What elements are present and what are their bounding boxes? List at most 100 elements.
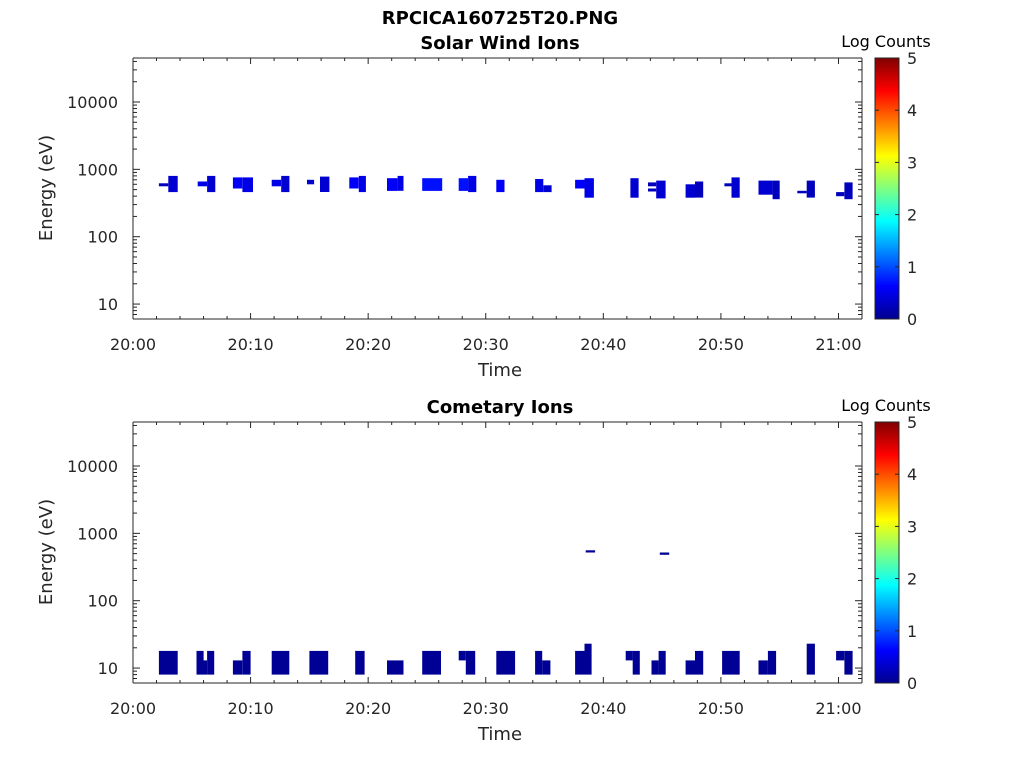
heatmap-cell (543, 185, 552, 193)
colorbar-tick-label: 5 (907, 49, 917, 68)
colorbar: 0 1 2 3 4 5 (874, 413, 917, 693)
heatmap-cell (281, 175, 290, 193)
heatmap-cell (722, 650, 740, 675)
heatmap-cell (695, 181, 704, 198)
y-axis-label: Energy (eV) (36, 499, 57, 605)
y-tick-label: 100 (87, 592, 118, 611)
heatmap-cell (496, 179, 505, 193)
heatmap-cell (197, 181, 208, 187)
heatmap-cell (648, 182, 657, 187)
heatmap-cell (584, 178, 594, 198)
heatmap-cell (496, 650, 516, 675)
heatmap-cell (648, 188, 657, 192)
heatmap-cell (767, 650, 777, 675)
heatmap-cell (355, 650, 365, 675)
colorbar-tick-label: 5 (907, 413, 917, 432)
heatmap-cell (758, 660, 768, 675)
heatmap-cell (242, 650, 251, 675)
heatmap-cell (422, 178, 443, 191)
x-axis-label: Time (477, 360, 522, 381)
x-tick-label: 20:40 (580, 335, 626, 354)
panel-title: Cometary Ions (427, 397, 574, 418)
heatmap-cell (158, 183, 169, 187)
heatmap-cell (836, 650, 845, 661)
y-tick-label: 10 (98, 295, 118, 314)
heatmap-cell (271, 650, 290, 675)
heatmap-cell (158, 650, 178, 675)
heatmap-cell (309, 650, 329, 675)
heatmap-cell (844, 182, 853, 200)
heatmap-cell (387, 660, 404, 675)
heatmap-cell (658, 650, 666, 675)
heatmap-cell (797, 190, 807, 194)
x-tick-label: 20:00 (110, 699, 156, 718)
colorbar-tick-label: 1 (907, 622, 917, 641)
colorbar-tick-label: 3 (907, 153, 917, 172)
colorbar-tick-label: 0 (907, 310, 917, 329)
heatmap-cell (844, 650, 853, 675)
heatmap-cells (158, 175, 853, 200)
heatmap-cell (207, 650, 215, 675)
heatmap-cell (656, 180, 666, 199)
heatmap-cell (584, 643, 592, 675)
heatmap-cell (535, 650, 543, 675)
colorbar-tick-label: 2 (907, 206, 917, 225)
heatmap-cell (242, 177, 253, 193)
heatmap-cell (651, 660, 659, 675)
heatmap-cell (196, 650, 204, 675)
x-tick-label: 20:50 (698, 335, 744, 354)
heatmap-cell (731, 177, 740, 198)
y-tick-label: 100 (87, 228, 118, 247)
heatmap-cell (349, 177, 359, 189)
colorbar-label: Log Counts (841, 32, 931, 51)
heatmap-cells (158, 550, 853, 675)
heatmap-cell (458, 650, 466, 661)
heatmap-cell (685, 660, 695, 675)
heatmap-cell (695, 650, 704, 675)
x-tick-label: 20:00 (110, 335, 156, 354)
heatmap-cell (207, 175, 216, 193)
colorbar-tick-label: 4 (907, 465, 917, 484)
heatmap-cell (685, 184, 695, 198)
heatmap-cell (232, 177, 243, 189)
heatmap-cell (232, 660, 243, 675)
heatmap-cell (836, 192, 845, 197)
heatmap-cell (271, 179, 282, 187)
x-tick-label: 20:20 (345, 699, 391, 718)
x-tick-label: 20:50 (698, 699, 744, 718)
heatmap-cell (659, 552, 670, 555)
heatmap-cell (387, 178, 398, 191)
heatmap-cell (203, 660, 207, 675)
heatmap-cell (772, 180, 780, 200)
heatmap-cell (585, 550, 596, 553)
heatmap-cell (397, 175, 404, 191)
heatmap-cell (724, 183, 732, 187)
x-tick-label: 20:10 (228, 699, 274, 718)
y-tick-label: 1000 (77, 524, 118, 543)
heatmap-cell (630, 178, 639, 198)
x-tick-label: 20:20 (345, 335, 391, 354)
heatmap-cell (168, 175, 178, 193)
heatmap-cell (758, 180, 773, 195)
colorbar-tick-label: 2 (907, 570, 917, 589)
colorbar-tick-label: 3 (907, 517, 917, 536)
figure-title: RPCICA160725T20.PNG (382, 8, 618, 29)
y-tick-label: 10000 (67, 457, 118, 476)
panel-solar-wind-ions: Solar Wind Ions Time Energy (eV) Log Cou… (36, 32, 931, 381)
panel-title: Solar Wind Ions (420, 33, 579, 54)
x-tick-label: 20:30 (463, 335, 509, 354)
heatmap-cell (575, 650, 585, 675)
heatmap-cell (320, 176, 330, 192)
plot-axes: 20:00 20:10 20:20 20:30 20:40 20:50 21:00 10 100… (67, 57, 863, 354)
panel-cometary-ions: Cometary Ions Time Energy (eV) Log Count… (36, 396, 931, 745)
heatmap-cell (535, 179, 544, 193)
x-tick-label: 20:40 (580, 699, 626, 718)
plot-axes: 20:00 20:10 20:20 20:30 20:40 20:50 21:00 10 100… (67, 421, 863, 718)
colorbar: 0 1 2 3 4 5 (874, 49, 917, 329)
heatmap-cell (422, 650, 441, 675)
heatmap-cell (465, 650, 476, 675)
colorbar-tick-label: 0 (907, 674, 917, 693)
heatmap-cell (806, 180, 815, 198)
colorbar-label: Log Counts (841, 396, 931, 415)
